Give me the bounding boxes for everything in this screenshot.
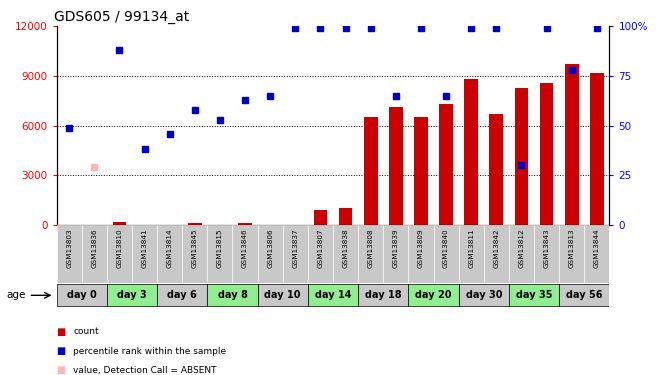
Text: GSM13839: GSM13839 [393, 228, 399, 267]
Bar [534, 225, 559, 283]
Text: GSM13814: GSM13814 [166, 228, 172, 267]
Bar [207, 284, 258, 306]
Text: day 18: day 18 [365, 290, 402, 300]
Text: GSM13845: GSM13845 [192, 228, 198, 267]
Text: ■: ■ [57, 366, 66, 375]
Bar [107, 225, 132, 283]
Text: day 20: day 20 [416, 290, 452, 300]
Text: GSM13836: GSM13836 [91, 228, 97, 267]
Text: day 0: day 0 [67, 290, 97, 300]
Bar [182, 225, 207, 283]
Bar [408, 284, 459, 306]
Text: GSM13841: GSM13841 [142, 228, 148, 267]
Bar [314, 210, 328, 225]
Text: day 8: day 8 [218, 290, 248, 300]
Text: GSM13846: GSM13846 [242, 228, 248, 267]
Text: age: age [7, 290, 26, 300]
Text: GSM13838: GSM13838 [342, 228, 348, 267]
Text: value, Detection Call = ABSENT: value, Detection Call = ABSENT [73, 366, 216, 375]
Text: day 14: day 14 [315, 290, 351, 300]
Text: ■: ■ [57, 327, 66, 336]
Text: count: count [73, 327, 99, 336]
Bar [459, 284, 509, 306]
Text: GDS605 / 99134_at: GDS605 / 99134_at [54, 10, 189, 24]
Text: GSM13815: GSM13815 [217, 228, 223, 267]
Bar [358, 225, 383, 283]
Bar [132, 225, 157, 283]
Text: GSM13806: GSM13806 [267, 228, 273, 267]
Bar [459, 225, 484, 283]
Text: GSM13807: GSM13807 [318, 228, 324, 267]
Text: GSM13840: GSM13840 [443, 228, 449, 267]
Bar [559, 284, 609, 306]
Bar [414, 117, 428, 225]
Bar [157, 284, 207, 306]
Text: GSM13842: GSM13842 [494, 228, 500, 267]
Bar [258, 284, 308, 306]
Bar [484, 225, 509, 283]
Text: percentile rank within the sample: percentile rank within the sample [73, 346, 226, 355]
Bar [439, 104, 453, 225]
Bar [82, 225, 107, 283]
Bar [283, 225, 308, 283]
Bar [113, 222, 127, 225]
Text: day 6: day 6 [167, 290, 197, 300]
Bar [364, 117, 378, 225]
Bar [509, 225, 534, 283]
Text: day 30: day 30 [466, 290, 502, 300]
Bar [308, 284, 358, 306]
Text: GSM13808: GSM13808 [368, 228, 374, 267]
Bar [490, 114, 503, 225]
Bar [333, 225, 358, 283]
Bar [389, 107, 403, 225]
Bar [57, 225, 82, 283]
Bar [590, 73, 604, 225]
Bar [584, 225, 609, 283]
Text: day 35: day 35 [515, 290, 552, 300]
Bar [358, 284, 408, 306]
Text: GSM13811: GSM13811 [468, 228, 474, 267]
Bar [157, 225, 182, 283]
Bar [515, 87, 528, 225]
Text: ■: ■ [57, 346, 66, 356]
Bar [509, 284, 559, 306]
Bar [434, 225, 459, 283]
Text: GSM13809: GSM13809 [418, 228, 424, 267]
Bar [408, 225, 434, 283]
Text: GSM13810: GSM13810 [117, 228, 123, 267]
Text: day 10: day 10 [264, 290, 301, 300]
Text: GSM13837: GSM13837 [292, 228, 298, 267]
Bar [232, 225, 258, 283]
Text: day 56: day 56 [566, 290, 603, 300]
Bar [57, 284, 107, 306]
Text: GSM13844: GSM13844 [594, 228, 600, 267]
Bar [238, 224, 252, 225]
Bar [258, 225, 283, 283]
Bar [188, 224, 202, 225]
Bar [207, 225, 232, 283]
Bar [383, 225, 408, 283]
Text: day 3: day 3 [117, 290, 147, 300]
Bar [308, 225, 333, 283]
Bar [565, 64, 579, 225]
Bar [539, 82, 553, 225]
Bar [464, 79, 478, 225]
Bar [107, 284, 157, 306]
Text: GSM13803: GSM13803 [66, 228, 72, 267]
Bar [559, 225, 584, 283]
Bar [338, 209, 352, 225]
Text: GSM13813: GSM13813 [569, 228, 575, 267]
Text: GSM13812: GSM13812 [518, 228, 524, 267]
Text: GSM13843: GSM13843 [543, 228, 549, 267]
